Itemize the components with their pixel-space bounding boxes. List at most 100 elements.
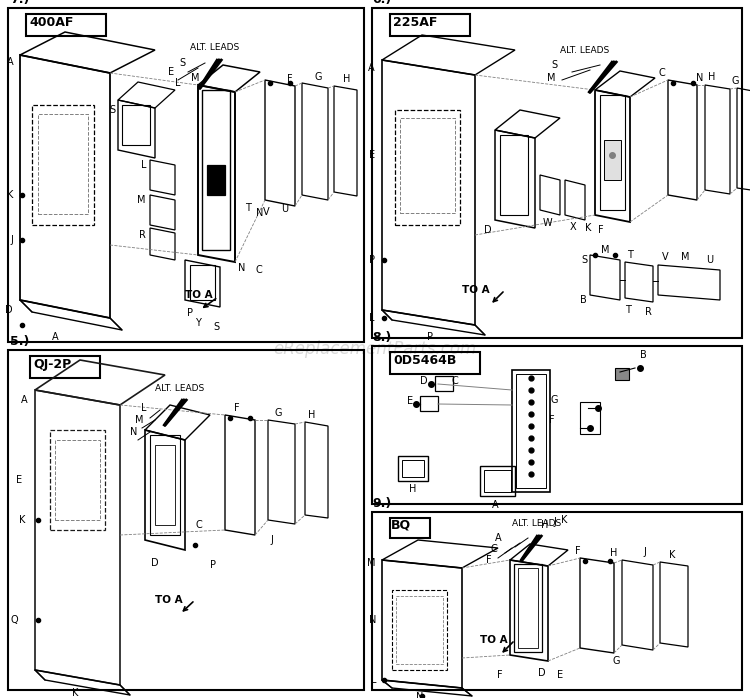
Text: K: K <box>585 223 591 233</box>
Text: A: A <box>492 500 498 510</box>
Text: K: K <box>7 190 13 200</box>
Text: F: F <box>575 546 580 556</box>
Text: H: H <box>610 548 618 558</box>
Bar <box>150 435 180 535</box>
Bar <box>392 590 447 670</box>
Text: J: J <box>644 547 646 557</box>
Bar <box>484 470 511 492</box>
Text: F: F <box>497 670 502 680</box>
Text: D: D <box>420 376 428 386</box>
Text: F: F <box>486 555 492 565</box>
Text: Y: Y <box>195 318 201 328</box>
Text: P: P <box>369 255 375 265</box>
Text: 8.): 8.) <box>372 331 392 344</box>
Bar <box>55 440 100 520</box>
Text: L: L <box>175 78 180 88</box>
Text: S: S <box>552 60 558 70</box>
Text: H: H <box>542 520 549 530</box>
Bar <box>420 396 438 411</box>
Text: H: H <box>344 74 351 84</box>
Text: L: L <box>370 313 375 323</box>
Text: eReplacementParts.com: eReplacementParts.com <box>273 340 477 358</box>
Text: P: P <box>210 560 216 570</box>
Text: G: G <box>274 408 282 418</box>
Text: E: E <box>16 475 22 485</box>
Text: B: B <box>640 350 646 360</box>
Text: M: M <box>601 245 609 255</box>
Text: M: M <box>137 195 146 205</box>
Text: G: G <box>550 395 558 405</box>
Text: T: T <box>245 203 251 213</box>
Text: S: S <box>180 58 186 68</box>
Text: M: M <box>191 73 200 83</box>
Text: 9.): 9.) <box>372 497 392 510</box>
Text: D: D <box>484 225 492 235</box>
Bar <box>390 352 480 374</box>
Text: C: C <box>658 68 665 78</box>
Bar <box>372 512 742 690</box>
Text: ALT. LEADS: ALT. LEADS <box>190 43 239 52</box>
Text: T: T <box>625 305 631 315</box>
Text: K: K <box>669 550 675 560</box>
Text: J: J <box>271 535 274 545</box>
Bar <box>372 8 742 338</box>
Bar <box>38 114 88 214</box>
Text: G: G <box>612 656 620 666</box>
Text: 5.): 5.) <box>10 335 29 348</box>
Bar <box>480 466 515 496</box>
Text: V: V <box>662 252 668 262</box>
Text: 0D5464B: 0D5464B <box>393 354 456 367</box>
Text: A: A <box>52 332 58 342</box>
Text: T: T <box>627 250 633 260</box>
Text: N: N <box>256 208 264 218</box>
Text: D: D <box>5 305 13 315</box>
Bar <box>604 140 621 180</box>
Text: N: N <box>416 692 424 698</box>
Bar <box>207 165 225 195</box>
Bar <box>516 374 546 488</box>
Bar <box>398 456 428 481</box>
Text: J: J <box>554 517 556 527</box>
Text: ALT. LEADS: ALT. LEADS <box>155 384 204 393</box>
Text: C: C <box>255 265 262 275</box>
Bar <box>402 460 424 477</box>
Bar <box>122 105 150 145</box>
Bar <box>372 346 742 504</box>
Text: C: C <box>490 544 497 554</box>
Text: J: J <box>10 235 13 245</box>
Text: N: N <box>369 615 376 625</box>
Text: X: X <box>570 222 577 232</box>
Bar <box>512 370 550 492</box>
Text: R: R <box>140 230 146 240</box>
Bar <box>8 350 364 690</box>
Text: H: H <box>708 72 716 82</box>
Text: M: M <box>134 415 143 425</box>
Text: 225AF: 225AF <box>393 16 437 29</box>
Bar <box>8 8 364 342</box>
Text: F: F <box>287 74 292 84</box>
Bar <box>580 402 600 434</box>
Text: TO A: TO A <box>155 595 183 605</box>
Bar <box>155 445 175 525</box>
Text: E: E <box>557 670 563 680</box>
Bar <box>500 135 528 215</box>
Text: 6.): 6.) <box>372 0 392 6</box>
Text: L: L <box>370 675 376 685</box>
Bar <box>435 376 453 391</box>
Bar <box>615 368 629 380</box>
Text: U: U <box>281 204 289 214</box>
Text: TO A: TO A <box>185 290 213 300</box>
Bar <box>600 95 625 210</box>
Text: K: K <box>19 515 25 525</box>
Text: M: M <box>547 73 555 83</box>
Text: U: U <box>706 255 713 265</box>
Text: A: A <box>8 57 14 67</box>
Text: A: A <box>21 395 28 405</box>
Text: A: A <box>495 533 502 543</box>
Bar <box>32 105 94 225</box>
Text: R: R <box>644 307 652 317</box>
Text: A: A <box>368 63 375 73</box>
Text: L: L <box>142 403 147 413</box>
Text: 7.): 7.) <box>10 0 29 6</box>
Text: G: G <box>731 76 739 86</box>
